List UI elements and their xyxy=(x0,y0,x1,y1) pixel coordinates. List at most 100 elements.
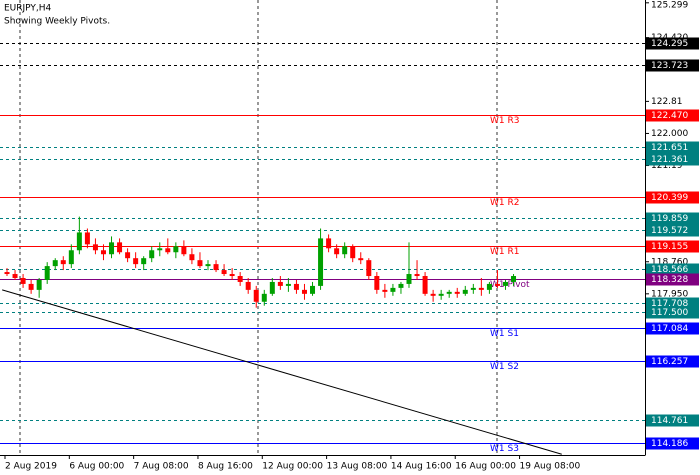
candle-body xyxy=(36,279,42,290)
candle-body xyxy=(173,246,179,253)
level-label-box xyxy=(646,355,699,368)
candle-body xyxy=(237,276,243,282)
candle-body xyxy=(261,293,267,302)
x-tick-label: 13 Aug 08:00 xyxy=(327,462,388,472)
level-name: W1 Pivot xyxy=(490,280,530,290)
level-label: 120.399 xyxy=(651,193,688,203)
candle-body xyxy=(245,281,251,290)
candle-body xyxy=(334,248,340,255)
chart-title: EURJPY,H4 xyxy=(4,4,52,14)
x-tick-label: 14 Aug 16:00 xyxy=(391,462,452,472)
level-label: 122.470 xyxy=(651,111,688,121)
candle-body xyxy=(28,283,34,290)
y-tick-label: 117.950 xyxy=(651,289,688,299)
x-tick-label: 7 Aug 08:00 xyxy=(134,462,189,472)
candle-body xyxy=(454,291,460,294)
x-tick-label: 12 Aug 00:00 xyxy=(262,462,323,472)
level-name: W1 R3 xyxy=(490,116,519,126)
candle-body xyxy=(301,289,307,294)
level-label-box xyxy=(646,437,699,450)
level-label-box xyxy=(646,37,699,50)
level-label-box xyxy=(646,212,699,225)
candle-body xyxy=(133,258,139,265)
candle-body xyxy=(342,246,348,255)
candle-body xyxy=(44,266,50,280)
level-name: W1 S1 xyxy=(490,329,519,339)
candle-body xyxy=(430,293,436,296)
candle-body xyxy=(68,250,74,265)
candle-body xyxy=(293,283,299,290)
level-label: 118.566 xyxy=(651,265,688,275)
candle-body xyxy=(76,232,82,251)
trendline xyxy=(2,289,562,455)
y-tick-label: 122.81 xyxy=(651,97,683,107)
level-label-box xyxy=(646,109,699,122)
level-name: W1 R2 xyxy=(490,198,519,208)
candle-body xyxy=(438,293,444,296)
level-label-box xyxy=(646,263,699,276)
candle-body xyxy=(4,272,10,275)
candle-body xyxy=(478,287,484,290)
candle-body xyxy=(92,244,98,251)
candle-body xyxy=(181,246,187,255)
candle-body xyxy=(422,276,428,294)
candle-body xyxy=(470,287,476,290)
candle-body xyxy=(253,289,259,302)
candle-body xyxy=(398,283,404,288)
level-label-box xyxy=(646,224,699,237)
level-label: 123.723 xyxy=(651,61,688,71)
candle-body xyxy=(406,274,412,284)
level-label-box xyxy=(646,153,699,166)
candle-body xyxy=(149,250,155,259)
candle-body xyxy=(326,238,332,249)
level-label: 118.328 xyxy=(651,275,688,285)
candle-body xyxy=(358,258,364,261)
level-label-box xyxy=(646,306,699,319)
candle-body xyxy=(277,281,283,286)
x-tick-label: 6 Aug 00:00 xyxy=(69,462,124,472)
candle-body xyxy=(12,274,18,278)
candle-body xyxy=(221,270,227,275)
y-tick-label: 118.760 xyxy=(651,257,688,267)
y-tick-label: 125.299 xyxy=(651,1,688,11)
y-tick-label: 121.19 xyxy=(651,161,683,171)
candle-body xyxy=(511,276,517,282)
candle-body xyxy=(486,283,492,290)
candle-body xyxy=(390,287,396,292)
candle-body xyxy=(446,291,452,294)
candle-body xyxy=(414,274,420,277)
candle-body xyxy=(205,264,211,267)
chart-subtitle: Showing Weekly Pivots. xyxy=(4,17,110,27)
candle-body xyxy=(20,277,26,284)
candle-body xyxy=(125,252,131,259)
candle-body xyxy=(269,281,275,294)
candle-body xyxy=(213,264,219,271)
level-label: 114.761 xyxy=(651,416,688,426)
candle-body xyxy=(157,248,163,251)
candle-body xyxy=(189,254,195,261)
level-label-box xyxy=(646,141,699,154)
level-label: 119.155 xyxy=(651,242,688,252)
x-tick-label: 16 Aug 00:00 xyxy=(455,462,516,472)
candle-body xyxy=(100,250,106,255)
level-label: 116.257 xyxy=(651,357,688,367)
candle-body xyxy=(229,274,235,277)
candle-body xyxy=(60,260,66,265)
level-label-box xyxy=(646,273,699,286)
level-label: 117.084 xyxy=(651,324,688,334)
candle-body xyxy=(52,260,58,267)
candle-body xyxy=(350,246,356,259)
level-label: 119.859 xyxy=(651,214,688,224)
candle-body xyxy=(366,260,372,277)
candle-body xyxy=(502,281,508,286)
level-label: 119.572 xyxy=(651,226,688,236)
candle-body xyxy=(374,276,380,290)
x-tick-label: 19 Aug 08:00 xyxy=(520,462,581,472)
level-label-box xyxy=(646,240,699,253)
candle-body xyxy=(318,238,324,286)
candle-body xyxy=(462,289,468,294)
candle-body xyxy=(109,242,115,255)
vertical-grid xyxy=(19,0,498,455)
